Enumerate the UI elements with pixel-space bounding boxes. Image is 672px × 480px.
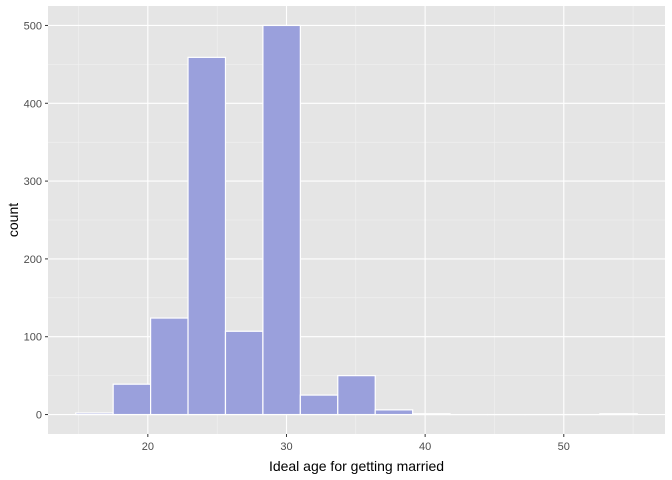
y-axis-title: count: [5, 203, 21, 237]
histogram-bar: [75, 412, 114, 416]
histogram-bar: [599, 413, 638, 416]
x-axis-title: Ideal age for getting married: [269, 458, 444, 474]
histogram-bar: [187, 56, 227, 416]
y-axis-ticks: 0 100 200 300 400 500: [24, 20, 48, 422]
x-tick-label: 40: [419, 441, 431, 453]
y-tick-label: 400: [24, 98, 42, 110]
x-tick-label: 50: [558, 441, 570, 453]
x-tick-label: 30: [280, 441, 292, 453]
histogram-bar: [224, 330, 264, 416]
x-tick-label: 20: [142, 441, 154, 453]
histogram-bar: [374, 409, 414, 416]
y-tick-label: 0: [36, 410, 42, 422]
histogram-bar: [112, 383, 152, 416]
histogram-bar: [337, 375, 376, 416]
histogram-bar: [412, 413, 451, 416]
x-axis-ticks: 20 30 40 50: [142, 434, 570, 453]
histogram-bar: [299, 394, 339, 416]
y-tick-label: 100: [24, 332, 42, 344]
histogram-bar: [150, 317, 189, 416]
y-tick-label: 500: [24, 20, 42, 32]
y-tick-label: 300: [24, 176, 42, 188]
histogram-bars: [75, 24, 638, 416]
histogram-bar: [262, 24, 301, 416]
y-tick-label: 200: [24, 254, 42, 266]
